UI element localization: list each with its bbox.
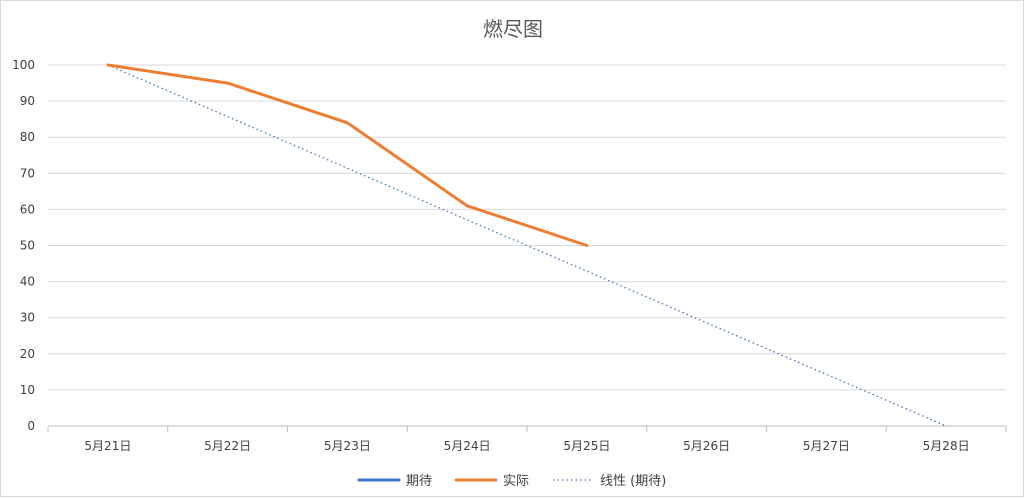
y-tick-label: 80 xyxy=(20,130,35,144)
chart-title: 燃尽图 xyxy=(483,17,543,41)
y-tick-label: 50 xyxy=(20,239,35,253)
y-tick-label: 30 xyxy=(20,311,35,325)
y-tick-label: 70 xyxy=(20,166,35,180)
legend-label-2: 线性 (期待) xyxy=(600,474,666,489)
legend: 期待 实际 线性 (期待) xyxy=(357,474,666,489)
x-tick-label: 5月23日 xyxy=(324,439,371,453)
trendline-linear-expected xyxy=(107,64,947,427)
y-tick-label: 100 xyxy=(12,58,35,72)
y-tick-label: 20 xyxy=(20,347,35,361)
y-tick-label: 40 xyxy=(20,275,35,289)
legend-label-1: 实际 xyxy=(503,474,529,489)
x-tick-label: 5月27日 xyxy=(803,439,850,453)
x-tick-label: 5月22日 xyxy=(204,439,251,453)
x-axis: 5月21日 5月22日 5月23日 5月24日 5月25日 5月26日 5月27日 5月28日 xyxy=(47,425,1007,453)
x-tick-label: 5月26日 xyxy=(683,439,730,453)
y-tick-label: 90 xyxy=(20,94,35,108)
series-lines xyxy=(106,63,947,427)
y-axis-tick-labels: 0 10 20 30 40 50 60 70 80 90 100 xyxy=(12,58,35,433)
y-tick-label: 0 xyxy=(27,419,35,433)
x-tick-label: 5月28日 xyxy=(923,439,970,453)
y-tick-label: 60 xyxy=(20,202,35,216)
legend-label-0: 期待 xyxy=(406,474,432,489)
x-tick-label: 5月25日 xyxy=(563,439,610,453)
x-tick-label: 5月21日 xyxy=(84,439,131,453)
x-tick-label: 5月24日 xyxy=(444,439,491,453)
gridlines xyxy=(48,64,1006,427)
series-line-1 xyxy=(106,63,589,247)
y-tick-label: 10 xyxy=(20,383,35,397)
